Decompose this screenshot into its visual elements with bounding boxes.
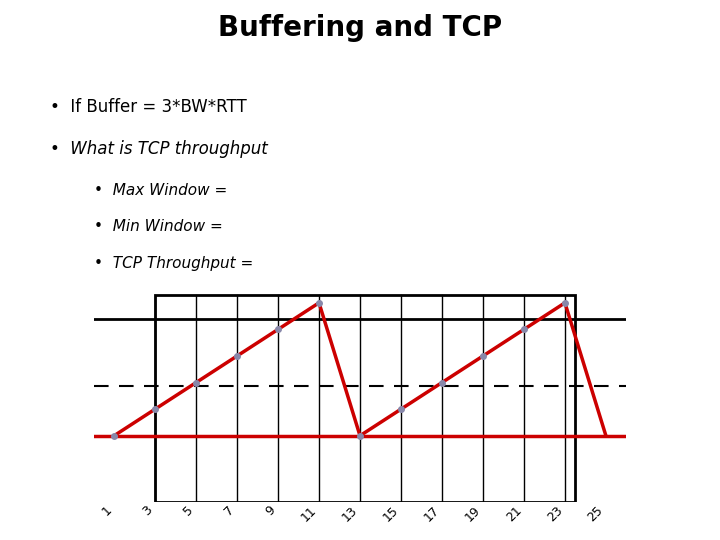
Text: •  What is TCP throughput: • What is TCP throughput — [50, 140, 268, 158]
Text: •  Max Window =: • Max Window = — [94, 183, 227, 198]
Text: •  Min Window =: • Min Window = — [94, 219, 222, 234]
Text: •  If Buffer = 3*BW*RTT: • If Buffer = 3*BW*RTT — [50, 98, 247, 116]
Text: •  TCP Throughput =: • TCP Throughput = — [94, 255, 253, 271]
Text: Buffering and TCP: Buffering and TCP — [218, 14, 502, 42]
Bar — [155, 294, 575, 502]
